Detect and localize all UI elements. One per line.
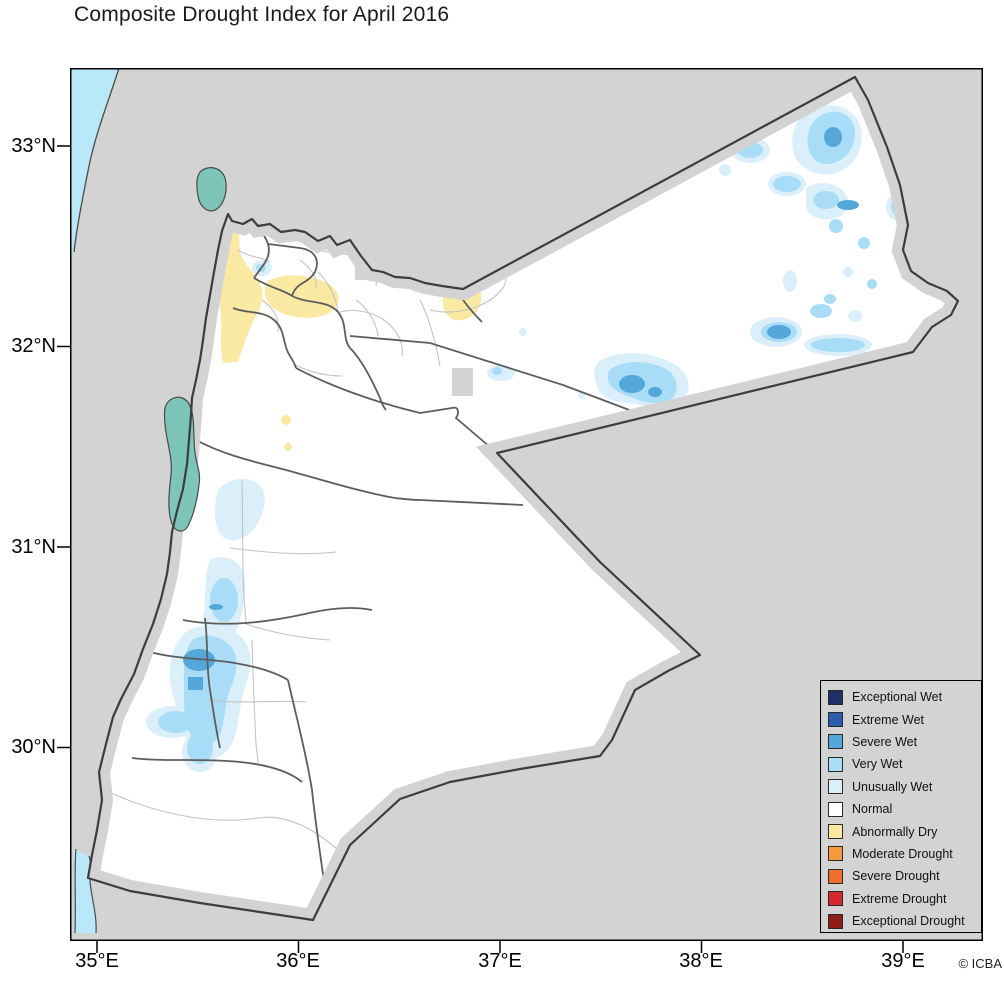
legend-label: Exceptional Drought: [852, 914, 965, 929]
nodata-block: [452, 368, 473, 396]
legend-item: Exceptional Drought: [828, 910, 981, 932]
legend-item: Severe Wet: [828, 731, 981, 753]
x-axis-label: 39°E: [881, 950, 925, 972]
mediterranean-sea: [70, 68, 119, 253]
legend-item: Very Wet: [828, 753, 981, 775]
y-axis-label: 33°N: [11, 135, 56, 157]
legend-swatch: [828, 868, 843, 884]
sea-of-galilee: [196, 167, 227, 212]
x-axis-label: 35°E: [75, 950, 119, 972]
dry-patch: [281, 415, 291, 425]
legend-swatch: [828, 846, 843, 862]
country-border: [86, 75, 960, 922]
y-axis-label: 31°N: [11, 536, 56, 558]
legend-swatch: [828, 824, 843, 840]
legend-label: Moderate Drought: [852, 846, 953, 861]
legend-items: Exceptional Wet Extreme Wet Severe Wet Very…: [828, 686, 981, 932]
credit-text: © ICBA: [958, 956, 1002, 971]
legend-swatch: [828, 712, 843, 728]
legend-swatch: [828, 734, 843, 750]
severe-wet-patches: [183, 127, 859, 690]
legend-swatch: [828, 689, 843, 705]
legend-label: Severe Drought: [852, 869, 940, 884]
legend-swatch: [828, 779, 843, 795]
x-axis-label: 37°E: [478, 950, 522, 972]
legend-label: Severe Wet: [852, 734, 918, 749]
legend-label: Extreme Wet: [852, 712, 925, 727]
plot-frame: [70, 68, 983, 941]
legend-label: Very Wet: [852, 757, 903, 772]
y-axis-label: 30°N: [11, 736, 56, 758]
x-axis-label: 36°E: [276, 950, 320, 972]
legend-swatch: [828, 756, 843, 772]
legend-label: Unusually Wet: [852, 779, 933, 794]
legend-item: Extreme Drought: [828, 888, 981, 910]
legend-label: Exceptional Wet: [852, 690, 943, 705]
legend-swatch: [828, 891, 843, 907]
dry-patch: [284, 443, 292, 451]
legend-item: Abnormally Dry: [828, 820, 981, 842]
gulf-of-aqaba: [74, 849, 97, 933]
legend: Exceptional Wet Extreme Wet Severe Wet Very…: [820, 680, 982, 933]
y-axis-label: 32°N: [11, 335, 56, 357]
x-axis-label: 38°E: [679, 950, 723, 972]
axis-ticks: [57, 145, 904, 953]
legend-label: Abnormally Dry: [852, 824, 938, 839]
legend-item: Severe Drought: [828, 865, 981, 887]
legend-label: Normal: [852, 802, 893, 817]
legend-swatch: [828, 801, 843, 817]
legend-swatch: [828, 913, 843, 929]
page-title: Composite Drought Index for April 2016: [74, 3, 450, 26]
legend-item: Extreme Wet: [828, 708, 981, 730]
legend-item: Normal: [828, 798, 981, 820]
mediterranean-coastline: [73, 67, 120, 253]
legend-item: Unusually Wet: [828, 776, 981, 798]
legend-label: Extreme Drought: [852, 891, 947, 906]
legend-item: Exceptional Wet: [828, 686, 981, 708]
legend-item: Moderate Drought: [828, 843, 981, 865]
dry-patch: [264, 275, 339, 318]
